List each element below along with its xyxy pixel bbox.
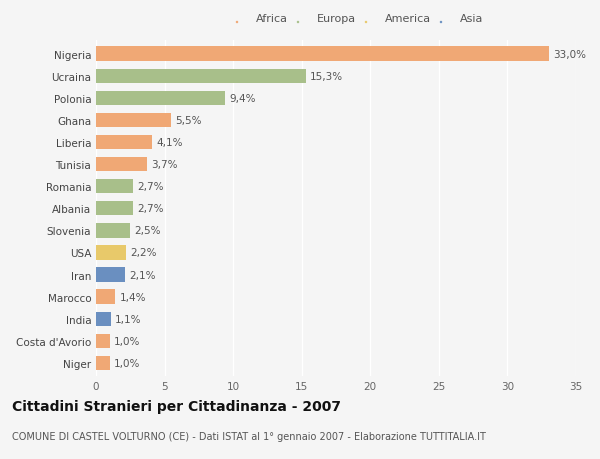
Bar <box>96 312 111 326</box>
Text: 5,5%: 5,5% <box>176 116 202 126</box>
Bar <box>96 290 115 304</box>
Text: 1,4%: 1,4% <box>119 292 146 302</box>
Text: Cittadini Stranieri per Cittadinanza - 2007: Cittadini Stranieri per Cittadinanza - 2… <box>12 399 341 413</box>
Text: 2,7%: 2,7% <box>137 204 164 214</box>
Bar <box>96 157 147 172</box>
Bar <box>96 135 152 150</box>
Text: 3,7%: 3,7% <box>151 160 178 170</box>
Text: 1,0%: 1,0% <box>114 358 140 368</box>
Bar <box>96 224 130 238</box>
Text: 2,7%: 2,7% <box>137 182 164 192</box>
Text: 33,0%: 33,0% <box>553 50 586 60</box>
Bar <box>96 47 548 62</box>
Text: 1,1%: 1,1% <box>115 314 142 324</box>
Bar <box>96 113 172 128</box>
Bar <box>96 179 133 194</box>
Bar <box>96 356 110 370</box>
Bar <box>96 91 225 106</box>
Bar <box>96 268 125 282</box>
Bar <box>96 202 133 216</box>
Text: COMUNE DI CASTEL VOLTURNO (CE) - Dati ISTAT al 1° gennaio 2007 - Elaborazione TU: COMUNE DI CASTEL VOLTURNO (CE) - Dati IS… <box>12 431 486 442</box>
Bar <box>96 334 110 348</box>
Text: 1,0%: 1,0% <box>114 336 140 346</box>
Text: 4,1%: 4,1% <box>157 138 183 148</box>
Legend: Africa, Europa, America, Asia: Africa, Europa, America, Asia <box>236 13 484 24</box>
Text: 9,4%: 9,4% <box>229 94 256 104</box>
Text: 2,5%: 2,5% <box>134 226 161 236</box>
Bar <box>96 69 306 84</box>
Text: 2,2%: 2,2% <box>130 248 157 258</box>
Text: 2,1%: 2,1% <box>129 270 155 280</box>
Text: 15,3%: 15,3% <box>310 72 343 82</box>
Bar <box>96 246 126 260</box>
